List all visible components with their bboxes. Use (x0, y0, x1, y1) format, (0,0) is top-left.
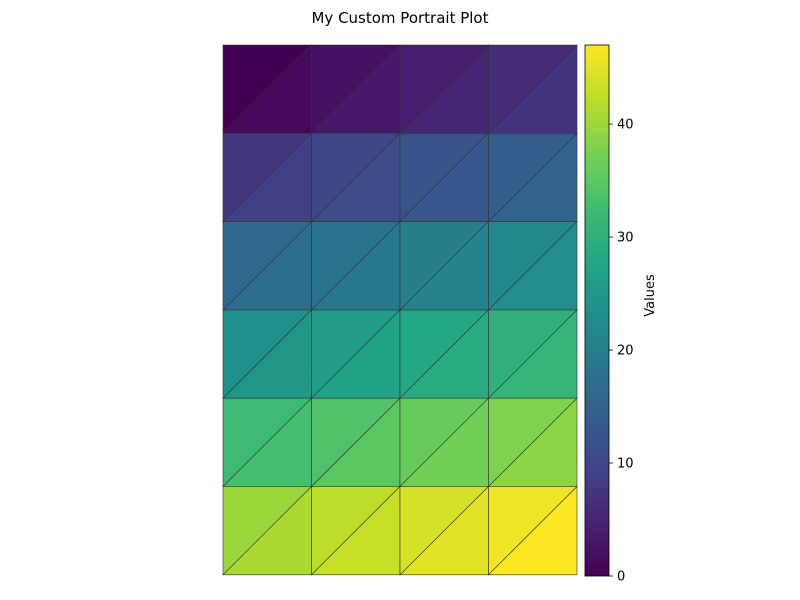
colorbar-tick-label: 20 (617, 344, 634, 359)
colorbar-gradient (584, 44, 610, 577)
colorbar-tick-label: 40 (617, 118, 634, 133)
colorbar-label: Values (643, 274, 658, 317)
cell-lower-triangle (487, 485, 578, 576)
plot-area (222, 44, 578, 576)
colorbar: 0 10 20 30 40 (584, 44, 634, 585)
colorbar-tick-label: 30 (617, 231, 634, 246)
chart-title: My Custom Portrait Plot (311, 9, 488, 27)
colorbar-tick-label: 10 (617, 457, 634, 472)
colorbar-tick-label: 0 (617, 570, 625, 585)
